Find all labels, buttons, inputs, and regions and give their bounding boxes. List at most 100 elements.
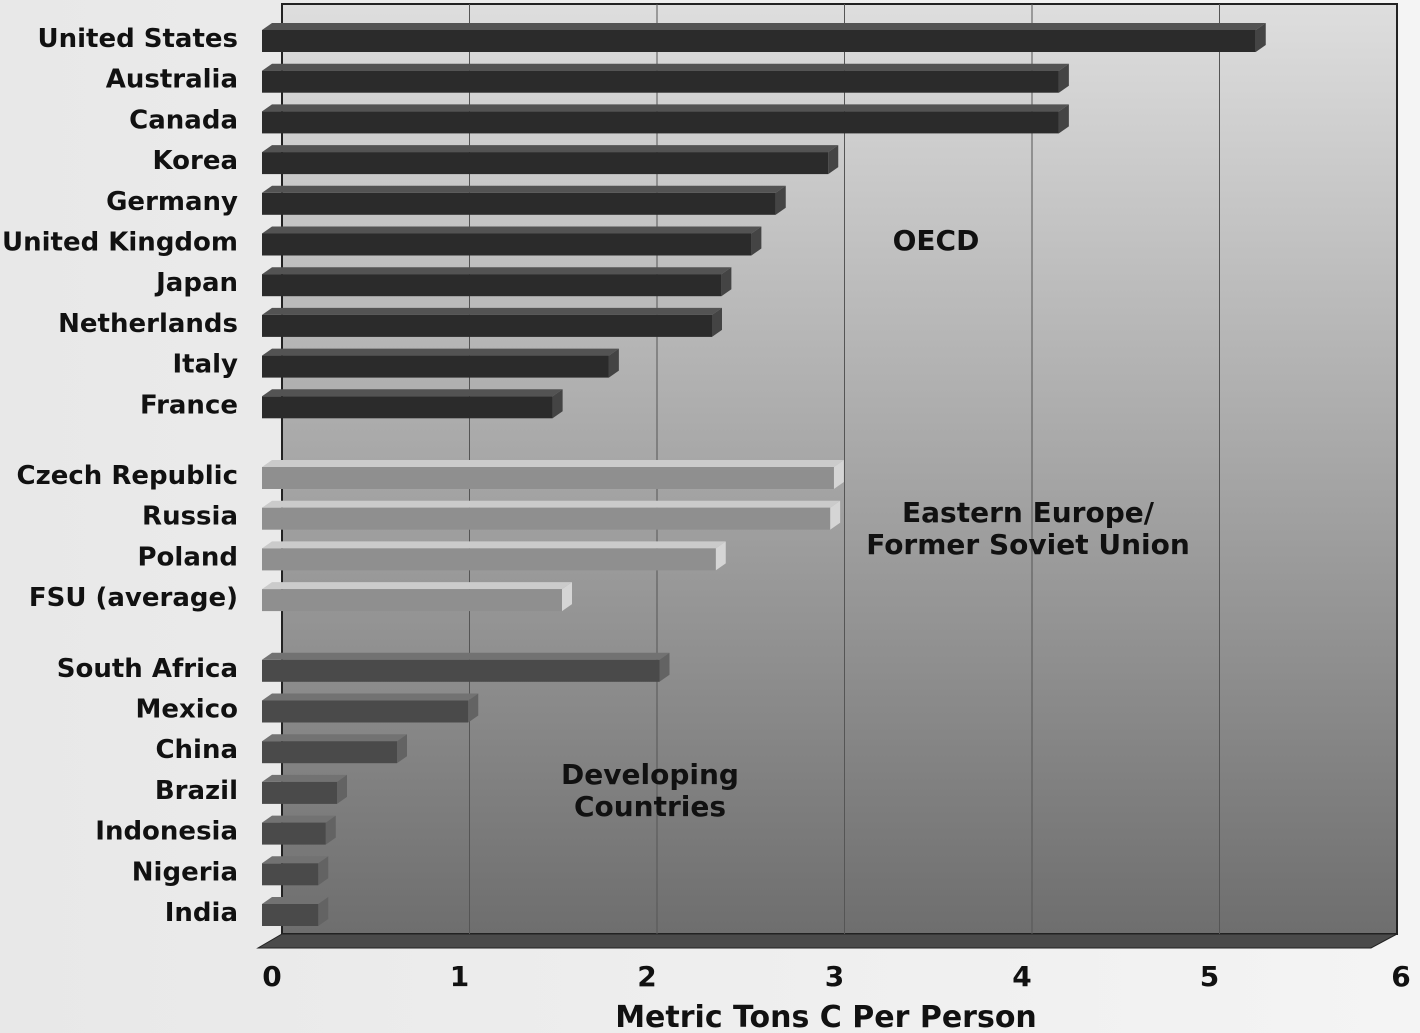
bar-side-face [715, 541, 726, 571]
bar [262, 30, 1256, 52]
x-axis-title: Metric Tons C Per Person [615, 1000, 1037, 1033]
bar-side-face [1058, 63, 1069, 93]
category-label: Brazil [155, 776, 238, 806]
x-tick-label: 0 [262, 960, 281, 993]
category-label: Canada [129, 105, 238, 135]
bar-side-face [828, 145, 839, 175]
bar [262, 822, 326, 845]
x-tick-label: 1 [450, 960, 469, 993]
plot-floor [256, 933, 1398, 949]
bar-top-face [262, 541, 726, 549]
bar [262, 863, 319, 886]
bar-top-face [262, 226, 762, 234]
bar [262, 233, 752, 256]
category-label: Mexico [136, 695, 238, 725]
bar [262, 111, 1059, 134]
category-label: Japan [154, 268, 238, 298]
bar-side-face [397, 734, 407, 764]
group-label-line: Former Soviet Union [866, 528, 1190, 561]
x-axis-ticks: 0 1 2 3 4 5 6 [262, 960, 1410, 993]
category-label: France [140, 390, 238, 420]
category-label: Korea [152, 146, 238, 176]
bar-top-face [262, 500, 841, 508]
bar-side-face [659, 652, 670, 682]
bar-top-face [262, 348, 619, 356]
x-tick-label: 3 [825, 960, 844, 993]
bar-side-face [751, 226, 762, 256]
bar-side-face [318, 856, 329, 886]
bar-top-face [262, 774, 347, 782]
bar-top-face [262, 104, 1069, 112]
bar-side-face [318, 897, 329, 926]
bar-top-face [262, 267, 732, 275]
group-label-line: OECD [893, 224, 980, 257]
category-label: United States [38, 24, 239, 54]
bar-side-face [1255, 23, 1266, 52]
bar-top-face [262, 582, 572, 590]
bar [262, 700, 469, 723]
group-label: Eastern Europe/Former Soviet Union [866, 496, 1190, 561]
bar-top-face [262, 63, 1069, 71]
bar-top-face [262, 23, 1266, 30]
group-label-line: Developing [561, 758, 739, 791]
category-label: Czech Republic [17, 461, 238, 491]
bar [262, 355, 609, 378]
bar-top-face [262, 145, 839, 153]
x-tick-label: 4 [1012, 960, 1031, 993]
bar-side-face [833, 460, 844, 489]
bar-side-face [775, 185, 786, 215]
bar [262, 396, 553, 419]
category-label: South Africa [57, 654, 238, 684]
category-label: India [165, 898, 238, 928]
bar-top-face [262, 460, 844, 467]
bar-side-face [552, 389, 563, 419]
bars [262, 23, 1266, 926]
bar [262, 192, 776, 215]
bar [262, 274, 722, 297]
bar-side-face [830, 500, 841, 530]
category-labels: United States Australia Canada Korea Germany… [2, 24, 1190, 928]
category-label: Russia [142, 502, 238, 532]
bar-side-face [337, 774, 347, 804]
group-label: OECD [893, 224, 980, 257]
group-label-line: Countries [574, 790, 726, 823]
bar [262, 507, 831, 530]
bar-side-face [325, 815, 336, 845]
category-label: Italy [172, 350, 238, 380]
x-tick-label: 2 [637, 960, 656, 993]
bar-side-face [562, 582, 572, 612]
bar [262, 659, 660, 682]
category-label: Poland [138, 542, 239, 572]
bar-top-face [262, 389, 563, 397]
category-label: Nigeria [132, 857, 238, 887]
bar-side-face [1058, 104, 1069, 134]
bar [262, 548, 716, 571]
bar [262, 70, 1059, 93]
bar-side-face [721, 267, 732, 297]
bar-side-face [608, 348, 619, 378]
bar [262, 314, 712, 337]
bar [262, 152, 829, 175]
bar-top-face [262, 734, 407, 742]
bar [262, 741, 397, 764]
category-label: Netherlands [58, 309, 238, 339]
bar [262, 589, 562, 612]
bar-top-face [262, 693, 479, 701]
bar [262, 904, 319, 926]
category-label: FSU (average) [29, 583, 238, 613]
bar [262, 467, 834, 489]
bar-top-face [262, 815, 336, 823]
bar-top-face [262, 307, 722, 315]
category-label: Germany [106, 187, 238, 217]
category-label: Australia [106, 65, 238, 95]
category-label: Indonesia [95, 817, 238, 847]
bar-top-face [262, 897, 329, 904]
category-label: China [155, 735, 238, 765]
bar-side-face [712, 307, 722, 337]
category-label: United Kingdom [2, 228, 238, 258]
bar-top-face [262, 652, 670, 660]
x-tick-label: 6 [1391, 960, 1410, 993]
bar-top-face [262, 185, 786, 193]
group-label: Developing Countries [561, 758, 739, 823]
